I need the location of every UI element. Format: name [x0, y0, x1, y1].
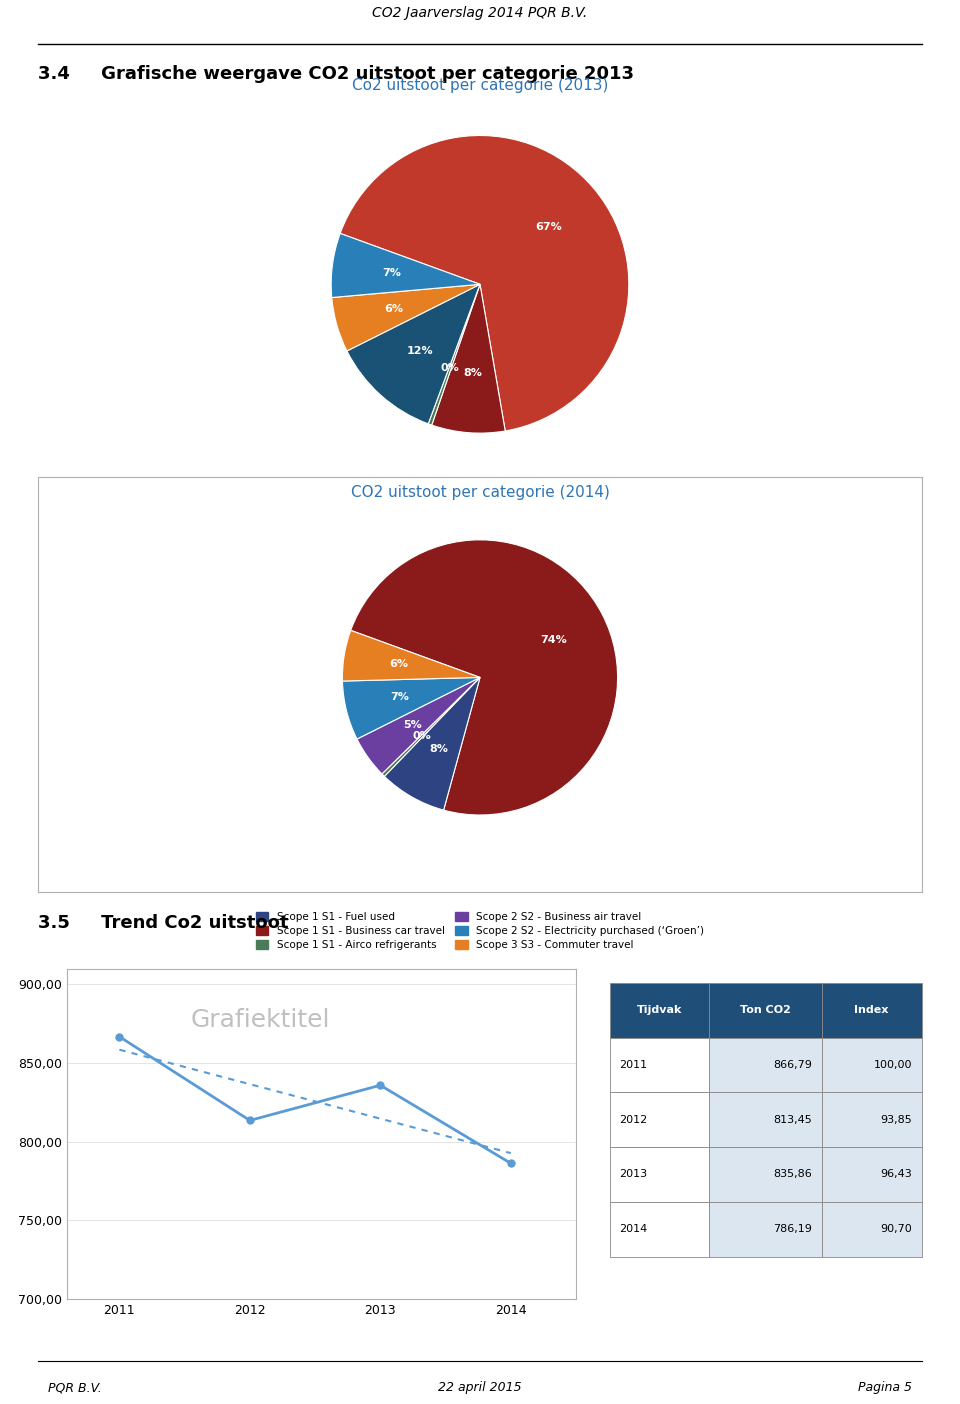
- Legend: S1 - Fuel used, S1 - Business car travel, S1 - Airco refrigerants, S2 - Business: S1 - Fuel used, S1 - Business car travel…: [225, 514, 735, 548]
- Text: 0%: 0%: [441, 364, 460, 373]
- Text: 2014: 2014: [619, 1224, 647, 1234]
- Text: 12%: 12%: [407, 345, 434, 355]
- Text: 813,45: 813,45: [774, 1115, 812, 1125]
- Wedge shape: [382, 677, 480, 776]
- Text: 100,00: 100,00: [874, 1060, 912, 1070]
- Text: 7%: 7%: [391, 692, 409, 702]
- Bar: [709, 1147, 822, 1202]
- Text: 93,85: 93,85: [880, 1115, 912, 1125]
- Text: 7%: 7%: [382, 268, 401, 278]
- Bar: [822, 1038, 922, 1092]
- Bar: [610, 983, 709, 1038]
- Text: CO2 Jaarverslag 2014 PQR B.V.: CO2 Jaarverslag 2014 PQR B.V.: [372, 6, 588, 20]
- Text: 8%: 8%: [464, 368, 482, 378]
- Wedge shape: [428, 284, 480, 425]
- Text: 3.5     Trend Co2 uitstoot: 3.5 Trend Co2 uitstoot: [38, 914, 289, 932]
- Text: 3.4     Grafische weergave CO2 uitstoot per categorie 2013: 3.4 Grafische weergave CO2 uitstoot per …: [38, 65, 635, 83]
- Text: 67%: 67%: [535, 222, 562, 232]
- Wedge shape: [332, 284, 480, 351]
- Text: 2011: 2011: [619, 1060, 647, 1070]
- Text: 8%: 8%: [430, 744, 448, 754]
- Text: Tijdvak: Tijdvak: [636, 1005, 683, 1015]
- Text: Grafiektitel: Grafiektitel: [191, 1008, 330, 1032]
- Bar: [610, 1092, 709, 1147]
- Wedge shape: [384, 677, 480, 810]
- Wedge shape: [347, 284, 480, 424]
- Text: 74%: 74%: [540, 635, 566, 644]
- Wedge shape: [331, 233, 480, 298]
- Bar: [610, 1038, 709, 1092]
- Title: Co2 uitstoot per categorie (2013): Co2 uitstoot per categorie (2013): [351, 79, 609, 93]
- Bar: [709, 983, 822, 1038]
- Text: 866,79: 866,79: [774, 1060, 812, 1070]
- Wedge shape: [343, 630, 480, 681]
- Bar: [822, 1147, 922, 1202]
- Wedge shape: [350, 541, 617, 814]
- Text: 786,19: 786,19: [774, 1224, 812, 1234]
- Bar: [709, 1038, 822, 1092]
- Bar: [709, 1092, 822, 1147]
- Title: CO2 uitstoot per categorie (2014): CO2 uitstoot per categorie (2014): [350, 486, 610, 500]
- Bar: [709, 1202, 822, 1257]
- Bar: [822, 1092, 922, 1147]
- Text: 22 april 2015: 22 april 2015: [438, 1382, 522, 1394]
- Bar: [610, 1202, 709, 1257]
- Text: Pagina 5: Pagina 5: [858, 1382, 912, 1394]
- Bar: [822, 1202, 922, 1257]
- Text: 5%: 5%: [403, 720, 422, 730]
- Text: 6%: 6%: [389, 658, 408, 670]
- Text: Ton CO2: Ton CO2: [740, 1005, 791, 1015]
- Text: 6%: 6%: [385, 303, 403, 313]
- Text: 90,70: 90,70: [880, 1224, 912, 1234]
- Wedge shape: [432, 284, 505, 432]
- Text: 835,86: 835,86: [774, 1170, 812, 1179]
- Wedge shape: [357, 677, 480, 774]
- Legend: Scope 1 S1 - Fuel used, Scope 1 S1 - Business car travel, Scope 1 S1 - Airco ref: Scope 1 S1 - Fuel used, Scope 1 S1 - Bus…: [252, 907, 708, 955]
- Bar: [822, 983, 922, 1038]
- Text: PQR B.V.: PQR B.V.: [48, 1382, 102, 1394]
- Text: Index: Index: [854, 1005, 889, 1015]
- Text: 96,43: 96,43: [880, 1170, 912, 1179]
- Wedge shape: [343, 677, 480, 739]
- Text: 2013: 2013: [619, 1170, 647, 1179]
- Wedge shape: [340, 136, 629, 431]
- Text: 0%: 0%: [413, 731, 431, 741]
- Bar: [610, 1147, 709, 1202]
- Text: 2012: 2012: [619, 1115, 647, 1125]
